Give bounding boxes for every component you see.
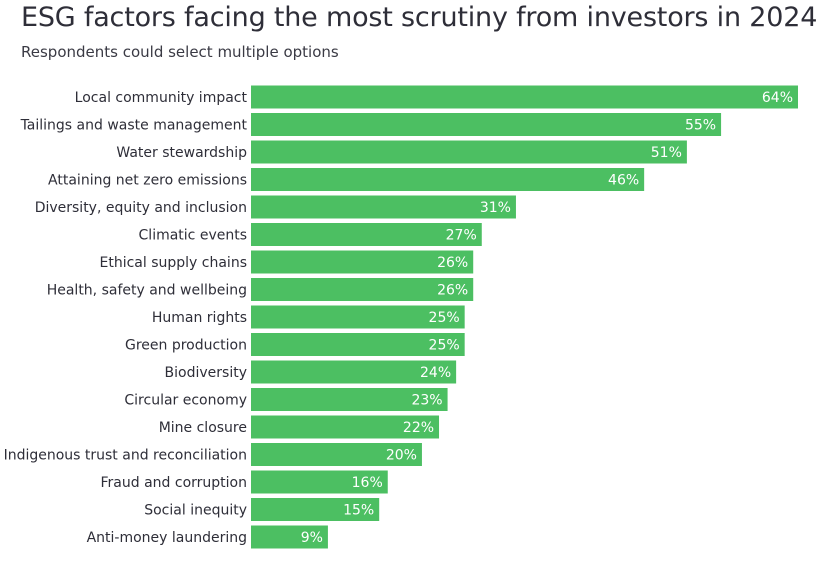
bar-group: Climatic events 27% [139, 223, 482, 246]
category-label: Climatic events [139, 228, 247, 244]
bar [251, 195, 516, 219]
bar [251, 388, 448, 411]
value-label: 51% [651, 145, 682, 161]
category-label: Diversity, equity and inclusion [35, 200, 247, 216]
bar [251, 443, 422, 466]
value-label: 9% [301, 530, 323, 546]
category-label: Water stewardship [116, 145, 247, 161]
bar [251, 525, 328, 549]
value-label: 27% [446, 228, 477, 244]
bar-group: Biodiversity 24% [165, 360, 457, 384]
bar [251, 223, 482, 246]
bar-group: Diversity, equity and inclusion 31% [35, 195, 516, 219]
category-label: Ethical supply chains [100, 255, 248, 271]
bar [251, 278, 474, 301]
chart-title: ESG factors facing the most scrutiny fro… [21, 2, 817, 33]
bar-group: Indigenous trust and reconciliation 20% [4, 443, 422, 466]
value-label: 46% [608, 173, 639, 189]
bar [251, 470, 388, 494]
category-label: Circular economy [124, 393, 247, 409]
value-label: 20% [386, 448, 417, 464]
bar-group: Circular economy 23% [124, 388, 448, 411]
bar [251, 85, 798, 109]
bar-group: Fraud and corruption 16% [101, 470, 388, 494]
category-label: Tailings and waste management [20, 118, 248, 134]
bar [251, 360, 457, 384]
value-label: 24% [420, 365, 451, 381]
bar-group: Water stewardship 51% [116, 140, 687, 164]
category-label: Biodiversity [165, 365, 247, 381]
value-label: 22% [403, 420, 434, 436]
category-label: Attaining net zero emissions [48, 173, 247, 189]
value-label: 25% [429, 310, 460, 326]
category-label: Mine closure [159, 420, 247, 436]
bar-group: Local community impact 64% [75, 85, 798, 109]
category-label: Human rights [152, 310, 247, 326]
value-label: 55% [685, 118, 716, 134]
value-label: 64% [762, 90, 793, 106]
category-label: Green production [125, 338, 247, 354]
value-label: 15% [343, 503, 374, 519]
bar [251, 113, 722, 136]
bar [251, 415, 440, 439]
category-label: Indigenous trust and reconciliation [4, 448, 247, 464]
bar [251, 305, 465, 329]
bar-group: Human rights 25% [152, 305, 465, 329]
bar-group: Tailings and waste management 55% [20, 113, 722, 136]
bar [251, 140, 687, 164]
category-label: Health, safety and wellbeing [47, 283, 247, 299]
bar-group: Mine closure 22% [159, 415, 440, 439]
category-label: Anti-money laundering [87, 530, 247, 546]
bar-group: Social inequity 15% [144, 498, 380, 521]
value-label: 31% [480, 200, 511, 216]
category-label: Local community impact [75, 90, 248, 106]
value-label: 26% [437, 283, 468, 299]
bar [251, 498, 380, 521]
bar-group: Green production 25% [125, 333, 465, 356]
bar [251, 333, 465, 356]
bar [251, 250, 474, 274]
bar-group: Attaining net zero emissions 46% [48, 168, 645, 191]
bar-group: Ethical supply chains 26% [100, 250, 474, 274]
value-label: 16% [352, 475, 383, 491]
bar [251, 168, 645, 191]
chart-subtitle: Respondents could select multiple option… [21, 43, 339, 61]
value-label: 23% [411, 393, 442, 409]
bar-group: Anti-money laundering 9% [87, 525, 328, 549]
value-label: 26% [437, 255, 468, 271]
bar-group: Health, safety and wellbeing 26% [47, 278, 474, 301]
category-label: Fraud and corruption [101, 475, 247, 491]
value-label: 25% [429, 338, 460, 354]
category-label: Social inequity [144, 503, 247, 519]
